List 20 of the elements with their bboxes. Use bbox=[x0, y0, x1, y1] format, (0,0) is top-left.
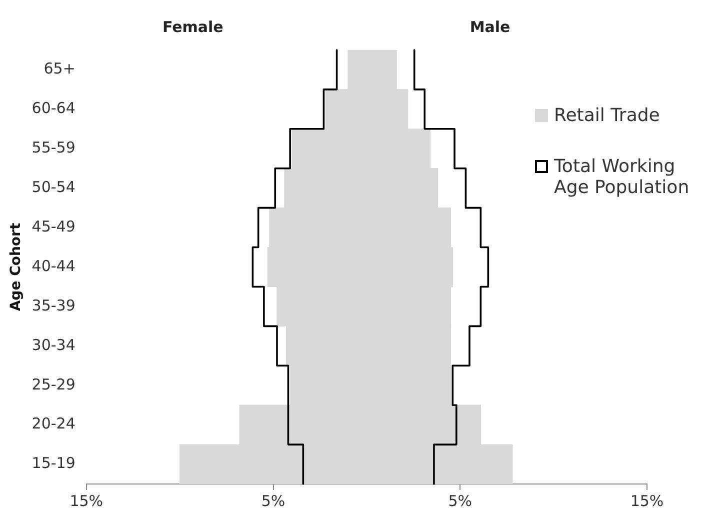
y-tick-label: 30-34 bbox=[32, 336, 76, 354]
x-tick-label: 15% bbox=[630, 492, 664, 510]
y-tick-label: 35-39 bbox=[32, 296, 76, 314]
y-axis-title: Age Cohort bbox=[8, 222, 24, 312]
y-tick-label: 40-44 bbox=[32, 256, 76, 275]
y-tick-label: 55-59 bbox=[32, 138, 76, 157]
legend-label: Total Working Age Population bbox=[554, 156, 690, 198]
y-tick-label: 25-29 bbox=[32, 375, 76, 394]
y-tick-label: 20-24 bbox=[32, 414, 76, 433]
y-tick-label: 65+ bbox=[44, 60, 76, 78]
y-tick-label: 15-19 bbox=[32, 454, 76, 472]
x-tick-label: 5% bbox=[448, 492, 472, 510]
legend-label: Retail Trade bbox=[554, 105, 660, 126]
text: Male bbox=[470, 18, 510, 36]
text: Female bbox=[162, 18, 224, 36]
y-tick-label: 45-49 bbox=[32, 217, 76, 236]
x-tick-label: 15% bbox=[70, 492, 104, 510]
y-tick-label: 60-64 bbox=[32, 99, 76, 118]
x-tick-label: 5% bbox=[261, 492, 286, 510]
y-tick-label: 50-54 bbox=[32, 178, 76, 196]
